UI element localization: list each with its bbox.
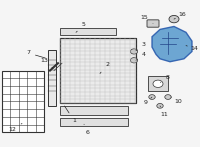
Text: 13: 13 bbox=[40, 58, 53, 68]
Text: 6: 6 bbox=[84, 124, 90, 135]
Circle shape bbox=[130, 49, 138, 54]
FancyBboxPatch shape bbox=[60, 38, 136, 103]
Circle shape bbox=[165, 95, 171, 99]
FancyBboxPatch shape bbox=[147, 20, 159, 27]
Circle shape bbox=[153, 80, 163, 87]
Circle shape bbox=[130, 58, 138, 63]
Text: 1: 1 bbox=[65, 106, 76, 123]
Text: 14: 14 bbox=[186, 46, 198, 51]
Text: 7: 7 bbox=[26, 50, 45, 58]
Polygon shape bbox=[152, 26, 192, 62]
Text: 12: 12 bbox=[8, 123, 22, 132]
Text: 16: 16 bbox=[174, 12, 186, 19]
Text: 15: 15 bbox=[140, 15, 153, 24]
Circle shape bbox=[149, 95, 155, 99]
Text: 2: 2 bbox=[100, 62, 109, 74]
FancyBboxPatch shape bbox=[2, 71, 44, 132]
FancyBboxPatch shape bbox=[48, 50, 56, 106]
Circle shape bbox=[169, 15, 179, 23]
Text: 3: 3 bbox=[136, 42, 146, 51]
FancyBboxPatch shape bbox=[148, 76, 168, 91]
FancyBboxPatch shape bbox=[60, 118, 128, 126]
Circle shape bbox=[157, 103, 163, 108]
Text: 9: 9 bbox=[144, 97, 152, 105]
FancyBboxPatch shape bbox=[60, 106, 128, 115]
Text: 5: 5 bbox=[76, 22, 86, 32]
Text: 11: 11 bbox=[160, 106, 168, 117]
FancyBboxPatch shape bbox=[60, 28, 116, 35]
Text: 4: 4 bbox=[136, 52, 146, 60]
Text: 8: 8 bbox=[160, 75, 170, 82]
Text: 10: 10 bbox=[171, 97, 182, 104]
